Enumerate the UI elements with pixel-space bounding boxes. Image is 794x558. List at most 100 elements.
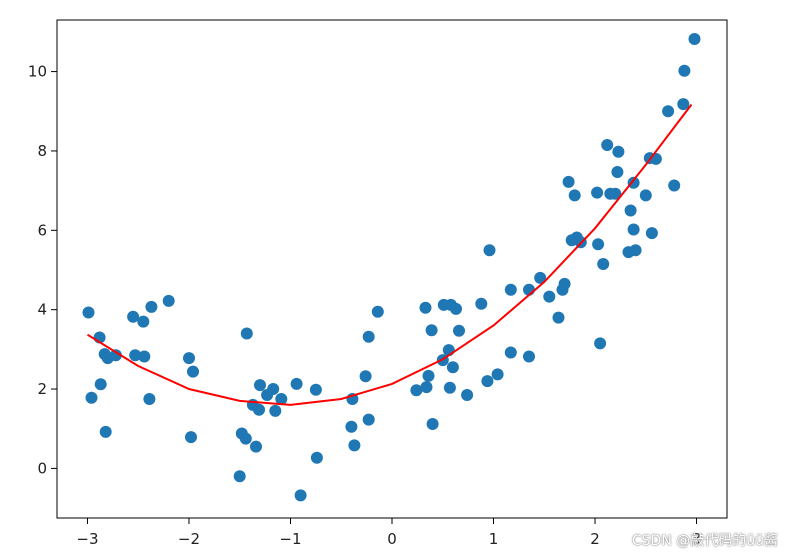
- x-tick-label: 0: [387, 530, 397, 548]
- data-point-54: [453, 324, 465, 337]
- data-point-86: [627, 223, 640, 236]
- data-point-23: [250, 440, 262, 453]
- data-point-95: [678, 64, 691, 77]
- data-point-44: [422, 369, 435, 382]
- data-point-52: [446, 361, 459, 374]
- x-tick-label: −2: [178, 530, 200, 548]
- data-point-5: [99, 425, 112, 438]
- data-point-16: [185, 431, 197, 444]
- data-point-59: [491, 368, 504, 381]
- data-point-90: [645, 227, 658, 240]
- data-point-64: [534, 271, 547, 284]
- data-point-41: [410, 384, 423, 397]
- y-tick-label: 2: [37, 380, 47, 398]
- data-point-94: [677, 98, 690, 111]
- data-point-18: [233, 470, 246, 483]
- data-point-84: [624, 204, 637, 217]
- watermark-text: CSDN @敲代码的üü酱: [631, 533, 778, 549]
- data-point-80: [609, 187, 622, 200]
- x-tick-label: 1: [489, 530, 499, 548]
- data-point-15: [183, 352, 195, 365]
- x-tick-label: 3: [692, 530, 702, 548]
- data-point-77: [597, 258, 610, 270]
- y-axis: 0 2 4 6 8 10: [28, 63, 57, 477]
- x-tick-label: 2: [590, 530, 600, 548]
- data-point-24: [253, 403, 265, 416]
- data-point-1: [85, 391, 98, 404]
- data-point-68: [558, 277, 571, 290]
- data-point-42: [419, 301, 432, 314]
- data-point-7: [109, 349, 122, 362]
- data-point-21: [240, 327, 253, 340]
- data-point-76: [594, 337, 607, 350]
- data-point-38: [362, 330, 375, 343]
- x-tick-label: −3: [76, 530, 98, 548]
- data-point-27: [267, 383, 280, 395]
- data-point-9: [129, 349, 142, 362]
- data-point-46: [426, 418, 439, 430]
- data-point-10: [137, 315, 150, 328]
- data-point-53: [450, 302, 462, 315]
- data-point-50: [443, 381, 456, 394]
- x-tick-label: −1: [279, 530, 301, 548]
- data-point-74: [591, 186, 604, 199]
- axes-frame: [56, 19, 728, 519]
- data-point-82: [612, 145, 625, 158]
- data-point-31: [294, 489, 307, 502]
- data-point-85: [627, 176, 640, 189]
- y-tick-label: 0: [37, 459, 47, 477]
- data-point-11: [138, 350, 151, 363]
- data-point-66: [552, 311, 565, 324]
- data-point-28: [269, 404, 282, 417]
- data-point-36: [348, 439, 361, 452]
- data-point-71: [568, 189, 581, 202]
- y-tick-label: 10: [28, 63, 47, 81]
- data-point-0: [82, 306, 95, 319]
- data-point-43: [420, 381, 433, 394]
- data-point-37: [359, 370, 372, 383]
- y-tick-label: 4: [37, 301, 47, 319]
- data-point-14: [162, 294, 175, 307]
- y-tick-label: 8: [37, 142, 47, 160]
- plot-area: [56, 19, 728, 519]
- fit-line-layer: [86, 103, 693, 406]
- data-point-29: [275, 393, 288, 405]
- data-point-32: [309, 383, 322, 396]
- data-point-39: [362, 413, 375, 426]
- data-point-69: [562, 175, 575, 188]
- data-point-25: [254, 379, 266, 392]
- data-point-91: [649, 152, 662, 165]
- data-point-96: [688, 33, 701, 45]
- data-point-45: [425, 324, 438, 337]
- data-point-60: [504, 283, 517, 296]
- data-point-20: [239, 432, 252, 445]
- data-point-61: [504, 346, 517, 359]
- data-point-33: [310, 451, 323, 464]
- data-point-56: [475, 297, 488, 310]
- data-point-17: [187, 365, 199, 378]
- data-point-8: [127, 310, 140, 323]
- data-point-65: [543, 290, 556, 303]
- x-axis: −3 −2 −1 0 1 2 3: [76, 518, 701, 548]
- data-point-3: [94, 378, 107, 391]
- data-point-78: [601, 139, 614, 151]
- data-point-12: [143, 393, 156, 405]
- data-point-30: [290, 377, 303, 390]
- data-point-75: [592, 238, 605, 251]
- data-point-93: [668, 179, 681, 192]
- scatter-points: [82, 33, 701, 502]
- data-point-34: [345, 420, 358, 433]
- data-point-81: [611, 166, 624, 178]
- fit-line: [86, 103, 693, 406]
- data-point-40: [371, 305, 384, 318]
- data-point-13: [145, 300, 158, 313]
- data-point-87: [629, 244, 642, 257]
- data-point-88: [639, 189, 652, 202]
- data-point-62: [523, 350, 535, 363]
- data-point-55: [461, 389, 474, 401]
- data-point-57: [481, 375, 494, 388]
- y-tick-label: 6: [37, 221, 47, 239]
- data-point-92: [662, 105, 675, 118]
- data-point-58: [483, 244, 496, 257]
